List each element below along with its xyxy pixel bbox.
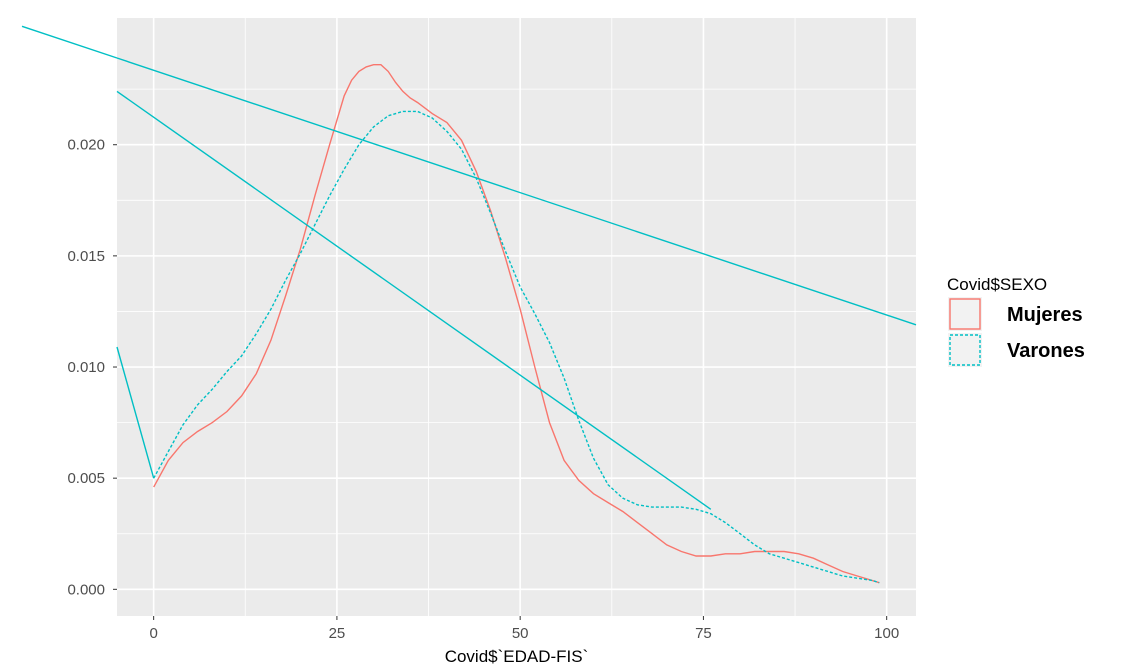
series-lines — [153, 64, 880, 584]
y-tick-label: 0.015 — [67, 248, 105, 265]
x-tick-label: 75 — [695, 625, 712, 642]
annotation-line-extension — [21, 25, 118, 59]
minor-gridlines — [117, 18, 916, 616]
legend-label-mujeres: Mujeres — [1007, 304, 1083, 326]
legend-key-background — [948, 333, 982, 367]
annotation-lines — [21, 25, 917, 510]
y-tick-label: 0.010 — [67, 359, 105, 376]
annotation-line — [116, 57, 917, 326]
annotation-line — [116, 346, 155, 479]
y-tick-label: 0.020 — [67, 137, 105, 154]
annotation-line — [116, 90, 712, 510]
x-tick-label: 0 — [149, 625, 157, 642]
series-line-mujeres — [153, 64, 880, 584]
y-tick-label: 0.000 — [67, 581, 105, 598]
x-tick-label: 50 — [512, 625, 529, 642]
legend-key-varones — [949, 334, 981, 366]
major-gridlines — [117, 18, 916, 616]
x-axis-ticks: 0 25 50 75 100 — [149, 616, 899, 642]
y-axis-ticks: 0.000 0.005 0.010 0.015 0.020 — [67, 137, 117, 598]
legend-label-varones: Varones — [1007, 340, 1085, 362]
y-tick-label: 0.005 — [67, 470, 105, 487]
legend-items: Mujeres Varones — [948, 297, 1085, 367]
panel-background — [117, 18, 916, 616]
series-line-varones — [153, 110, 880, 584]
legend: Covid$SEXO Mujeres Varones — [947, 275, 1085, 367]
legend-key-background — [948, 297, 982, 331]
x-axis-title: Covid$`EDAD-FIS` — [445, 647, 589, 666]
legend-title: Covid$SEXO — [947, 275, 1047, 294]
legend-key-mujeres — [949, 298, 981, 330]
x-tick-label: 25 — [329, 625, 346, 642]
x-tick-label: 100 — [874, 625, 899, 642]
